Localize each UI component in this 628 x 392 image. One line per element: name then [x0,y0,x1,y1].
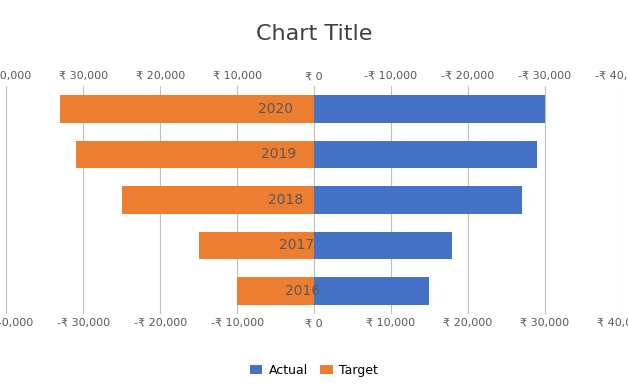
Text: 2017: 2017 [279,238,314,252]
Text: 2016: 2016 [285,284,320,298]
Bar [314,186,522,214]
Bar [122,186,314,214]
Bar [314,277,430,305]
Bar [314,232,453,259]
Bar [237,277,314,305]
Bar [314,95,544,123]
Bar [60,95,314,123]
Legend: Actual, Target: Actual, Target [245,359,383,382]
Text: Chart Title: Chart Title [256,24,372,44]
Text: 2018: 2018 [268,193,303,207]
Text: 2020: 2020 [258,102,293,116]
Bar [314,141,537,168]
Bar [75,141,314,168]
Bar [198,232,314,259]
Text: 2019: 2019 [261,147,296,162]
